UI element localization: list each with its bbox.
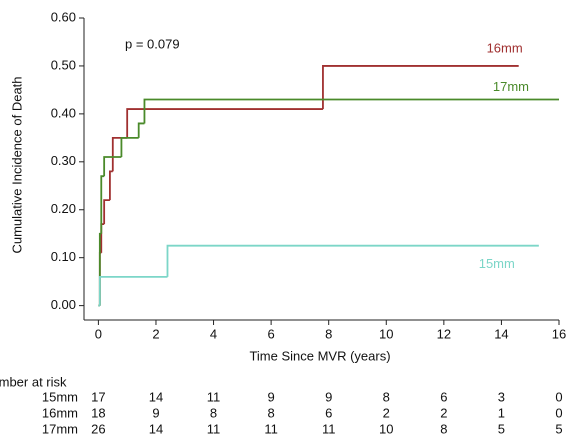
- step-segment: [100, 175, 105, 234]
- x-tick-label: 16: [552, 326, 566, 341]
- y-tick-label: 0.30: [51, 153, 76, 168]
- step-segment: [126, 108, 323, 138]
- risk-count: 8: [210, 405, 217, 420]
- step-segment: [166, 244, 539, 277]
- risk-count: 3: [498, 389, 505, 404]
- risk-count: 6: [325, 405, 332, 420]
- risk-count: 5: [555, 421, 562, 436]
- risk-count: 11: [207, 421, 221, 436]
- risk-count: 0: [555, 405, 562, 420]
- x-tick-label: 8: [325, 326, 332, 341]
- risk-count: 14: [149, 389, 163, 404]
- x-tick-label: 2: [152, 326, 159, 341]
- risk-count: 18: [91, 405, 105, 420]
- step-segment: [120, 136, 139, 158]
- risk-count: 11: [322, 421, 336, 436]
- x-tick-label: 0: [95, 326, 102, 341]
- y-tick-label: 0.60: [51, 9, 76, 24]
- x-tick-label: 14: [494, 326, 508, 341]
- step-segment: [143, 98, 559, 124]
- risk-count: 17: [91, 389, 105, 404]
- step-segment: [103, 156, 122, 177]
- x-tick-label: 12: [437, 326, 451, 341]
- series-label: 17mm: [493, 79, 529, 94]
- step-segment: [322, 65, 519, 110]
- risk-count: 14: [149, 421, 163, 436]
- y-tick-label: 0.10: [51, 249, 76, 264]
- risk-count: 11: [264, 421, 278, 436]
- risk-count: 2: [383, 405, 390, 420]
- x-axis-title: Time Since MVR (years): [249, 348, 390, 363]
- y-axis-title: Cumulative Incidence of Death: [9, 76, 24, 253]
- x-tick-label: 6: [268, 326, 275, 341]
- step-segment: [109, 170, 113, 201]
- risk-row-label: 15mm: [42, 389, 78, 404]
- risk-row-label: 16mm: [42, 405, 78, 420]
- risk-count: 9: [325, 389, 332, 404]
- step-segment: [111, 136, 128, 172]
- risk-count: 5: [498, 421, 505, 436]
- x-tick-label: 4: [210, 326, 217, 341]
- step-segment: [137, 122, 145, 138]
- risk-count: 1: [498, 405, 505, 420]
- x-tick-label: 10: [379, 326, 393, 341]
- series-label: 16mm: [487, 40, 523, 55]
- risk-count: 8: [268, 405, 275, 420]
- annotation: p = 0.079: [125, 36, 180, 51]
- risk-count: 26: [91, 421, 105, 436]
- risk-count: 8: [383, 389, 390, 404]
- risk-count: 11: [207, 389, 221, 404]
- risk-count: 9: [152, 405, 159, 420]
- y-tick-label: 0.50: [51, 57, 76, 72]
- risk-count: 10: [379, 421, 393, 436]
- step-segment: [103, 199, 110, 225]
- risk-count: 8: [440, 421, 447, 436]
- risk-count: 0: [555, 389, 562, 404]
- y-tick-label: 0.40: [51, 105, 76, 120]
- risk-count: 6: [440, 389, 447, 404]
- series-label: 15mm: [479, 256, 515, 271]
- y-tick-label: 0.20: [51, 201, 76, 216]
- risk-row-label: 17mm: [42, 421, 78, 436]
- step-segment: [98, 275, 168, 306]
- risk-count: 2: [440, 405, 447, 420]
- y-tick-label: 0.00: [51, 297, 76, 312]
- risk-count: 9: [268, 389, 275, 404]
- risk-table-title: Number at risk: [0, 374, 67, 389]
